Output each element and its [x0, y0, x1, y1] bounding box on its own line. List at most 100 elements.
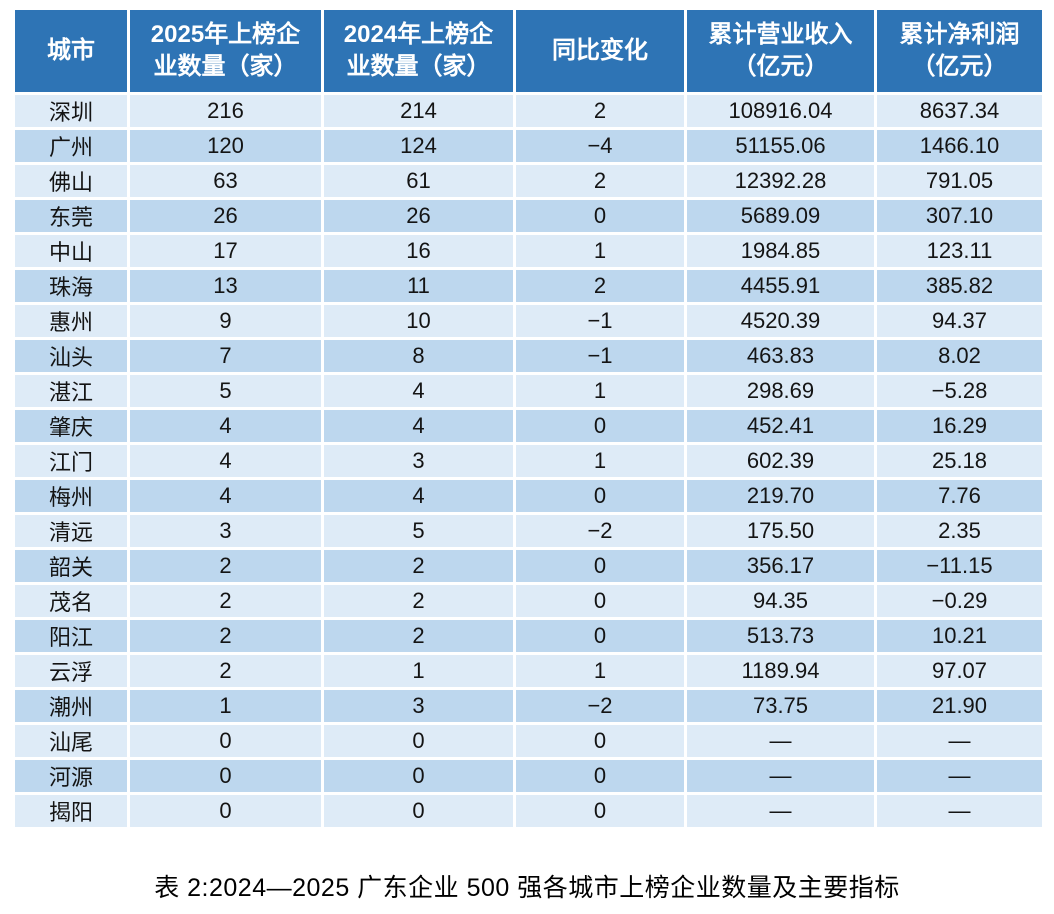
table-row: 中山 17 16 1 1984.85 123.11 [15, 235, 1042, 267]
table-caption: 表 2:2024—2025 广东企业 500 强各城市上榜企业数量及主要指标 [154, 874, 900, 902]
value-cell: 0 [516, 550, 684, 582]
value-cell: 10.21 [877, 620, 1042, 652]
value-cell: 8 [324, 340, 513, 372]
value-cell: — [687, 760, 874, 792]
value-cell: 0 [324, 725, 513, 757]
value-cell: −1 [516, 340, 684, 372]
value-cell: 4455.91 [687, 270, 874, 302]
table-row: 广州 120 124 −4 51155.06 1466.10 [15, 130, 1042, 162]
table-row: 湛江 5 4 1 298.69 −5.28 [15, 375, 1042, 407]
value-cell: 25.18 [877, 445, 1042, 477]
value-cell: 0 [516, 200, 684, 232]
header-total-revenue: 累计营业收入 （亿元） [687, 10, 874, 92]
header-2024-count: 2024年上榜企 业数量（家） [324, 10, 513, 92]
value-cell: 4 [130, 445, 321, 477]
table-row: 东莞 26 26 0 5689.09 307.10 [15, 200, 1042, 232]
value-cell: 791.05 [877, 165, 1042, 197]
value-cell: 61 [324, 165, 513, 197]
value-cell: 12392.28 [687, 165, 874, 197]
city-cell: 深圳 [15, 95, 127, 127]
value-cell: 2 [130, 620, 321, 652]
city-cell: 惠州 [15, 305, 127, 337]
table-row: 揭阳 0 0 0— — [15, 795, 1042, 827]
table-row: 阳江 2 2 0 513.73 10.21 [15, 620, 1042, 652]
value-cell: 3 [324, 445, 513, 477]
value-cell: 2 [516, 165, 684, 197]
city-cell: 阳江 [15, 620, 127, 652]
value-cell: 452.41 [687, 410, 874, 442]
value-cell: — [877, 725, 1042, 757]
value-cell: 463.83 [687, 340, 874, 372]
value-cell: 120 [130, 130, 321, 162]
value-cell: 0 [516, 620, 684, 652]
value-cell: — [687, 795, 874, 827]
value-cell: 2 [324, 620, 513, 652]
value-cell: −11.15 [877, 550, 1042, 582]
table-row: 潮州 1 3 −2 73.75 21.90 [15, 690, 1042, 722]
value-cell: 2 [130, 550, 321, 582]
header-total-net-profit: 累计净利润 （亿元） [877, 10, 1042, 92]
value-cell: 21.90 [877, 690, 1042, 722]
value-cell: 2 [324, 585, 513, 617]
city-cell: 中山 [15, 235, 127, 267]
table-row: 清远 3 5 −2 175.50 2.35 [15, 515, 1042, 547]
header-city: 城市 [15, 10, 127, 92]
value-cell: 214 [324, 95, 513, 127]
value-cell: 2 [324, 550, 513, 582]
value-cell: 0 [130, 760, 321, 792]
value-cell: −5.28 [877, 375, 1042, 407]
city-cell: 茂名 [15, 585, 127, 617]
value-cell: 0 [516, 480, 684, 512]
value-cell: 94.35 [687, 585, 874, 617]
city-cell: 湛江 [15, 375, 127, 407]
table-row: 韶关 2 2 0 356.17 −11.15 [15, 550, 1042, 582]
value-cell: 2 [516, 95, 684, 127]
value-cell: 26 [324, 200, 513, 232]
value-cell: 0 [130, 795, 321, 827]
table-row: 河源 0 0 0— — [15, 760, 1042, 792]
value-cell: 3 [130, 515, 321, 547]
value-cell: 0 [516, 795, 684, 827]
city-cell: 清远 [15, 515, 127, 547]
city-cell: 揭阳 [15, 795, 127, 827]
table-body: 深圳 216 214 2 108916.04 8637.34 广州 120 124 −4 51155… [15, 95, 1042, 827]
value-cell: 4 [324, 375, 513, 407]
value-cell: 94.37 [877, 305, 1042, 337]
value-cell: 0 [516, 760, 684, 792]
value-cell: 0 [516, 725, 684, 757]
value-cell: 307.10 [877, 200, 1042, 232]
value-cell: 17 [130, 235, 321, 267]
value-cell: 8637.34 [877, 95, 1042, 127]
value-cell: 0 [516, 585, 684, 617]
value-cell: −0.29 [877, 585, 1042, 617]
value-cell: — [687, 725, 874, 757]
value-cell: 0 [324, 760, 513, 792]
city-cell: 佛山 [15, 165, 127, 197]
value-cell: 1189.94 [687, 655, 874, 687]
value-cell: 73.75 [687, 690, 874, 722]
city-cell: 梅州 [15, 480, 127, 512]
value-cell: 0 [516, 410, 684, 442]
value-cell: −2 [516, 515, 684, 547]
value-cell: 1 [516, 375, 684, 407]
value-cell: 1 [516, 445, 684, 477]
value-cell: 602.39 [687, 445, 874, 477]
table-row: 汕头 7 8 −1 463.83 8.02 [15, 340, 1042, 372]
city-cell: 珠海 [15, 270, 127, 302]
value-cell: 385.82 [877, 270, 1042, 302]
city-cell: 肇庆 [15, 410, 127, 442]
value-cell: 124 [324, 130, 513, 162]
city-rankings-table: 城市 2025年上榜企 业数量（家） 2024年上榜企 业数量（家） 同比变化 … [12, 7, 1045, 830]
value-cell: 1 [324, 655, 513, 687]
value-cell: 0 [324, 795, 513, 827]
value-cell: −2 [516, 690, 684, 722]
value-cell: — [877, 760, 1042, 792]
value-cell: 356.17 [687, 550, 874, 582]
value-cell: 4 [130, 480, 321, 512]
city-cell: 河源 [15, 760, 127, 792]
value-cell: 11 [324, 270, 513, 302]
value-cell: 9 [130, 305, 321, 337]
value-cell: 5 [324, 515, 513, 547]
city-cell: 云浮 [15, 655, 127, 687]
